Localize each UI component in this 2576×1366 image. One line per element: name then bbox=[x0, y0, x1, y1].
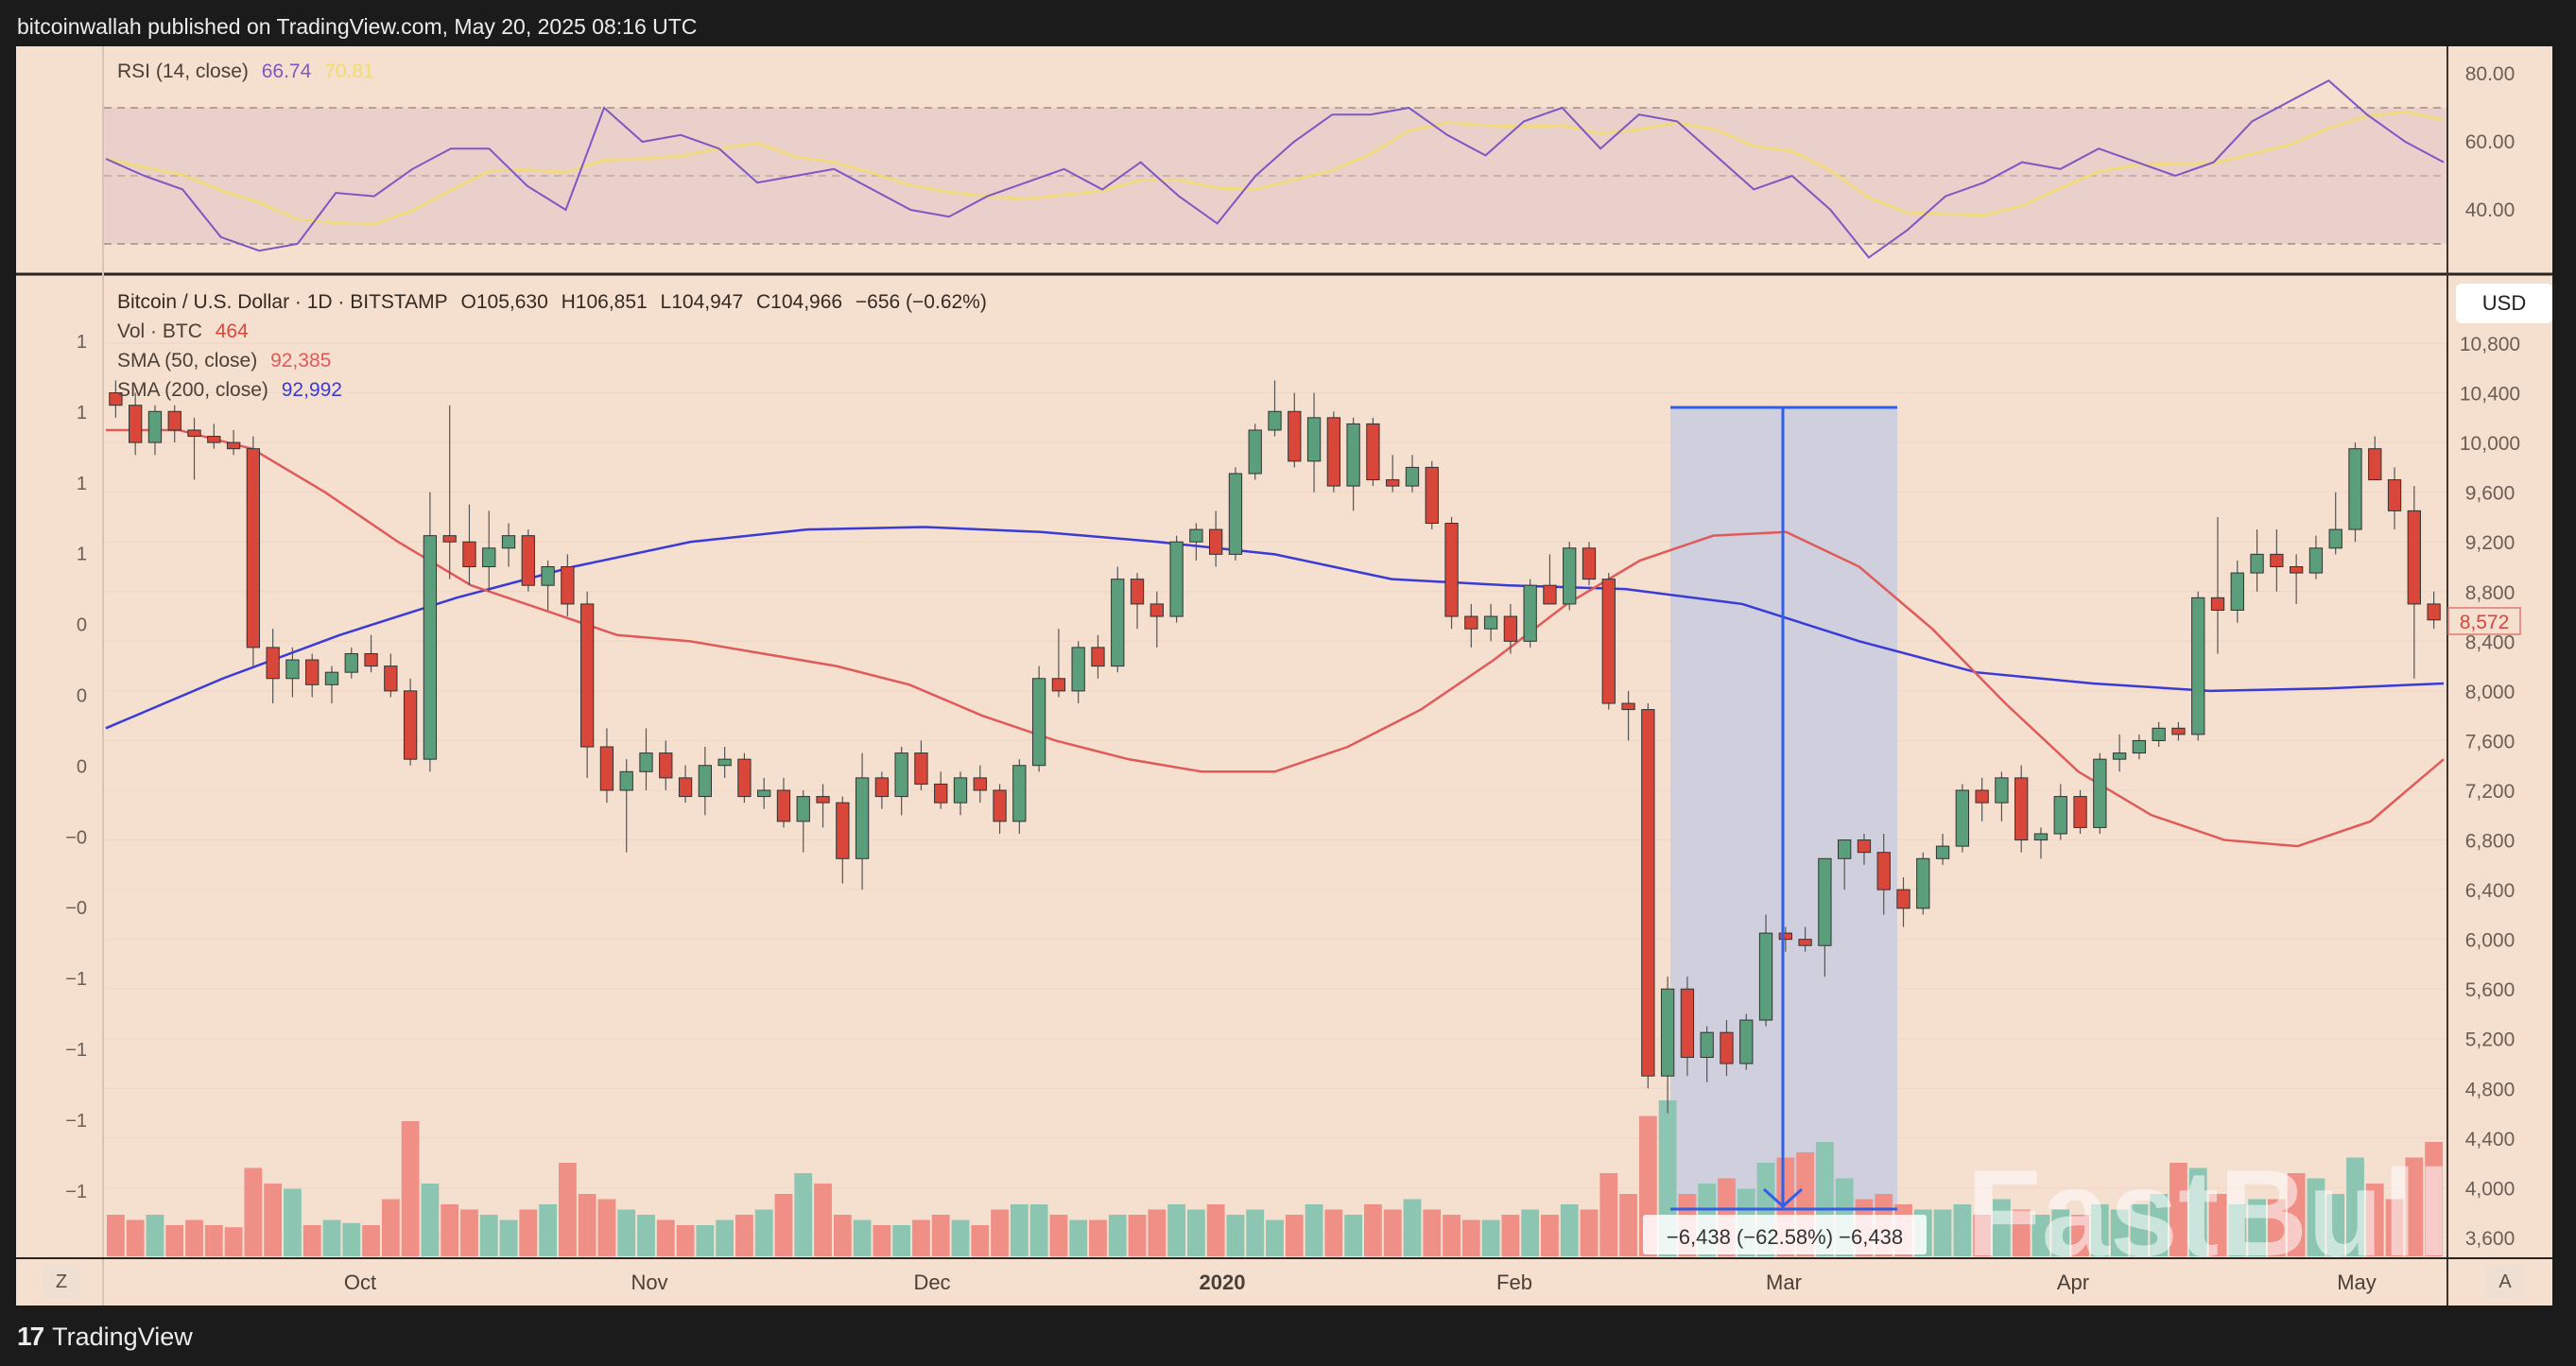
svg-text:4,400: 4,400 bbox=[2465, 1129, 2515, 1150]
moving-averages bbox=[105, 428, 2445, 848]
svg-text:10,800: 10,800 bbox=[2460, 334, 2520, 355]
vol-value: 464 bbox=[215, 320, 249, 342]
sma200-value: 92,992 bbox=[281, 379, 342, 401]
ohlc-change: −656 (−0.62%) bbox=[855, 291, 987, 313]
svg-text:5,600: 5,600 bbox=[2465, 979, 2515, 1001]
auto-scale-button[interactable]: A bbox=[2486, 1265, 2524, 1299]
sma50-value: 92,385 bbox=[270, 350, 332, 372]
rsi-axis[interactable]: 80.00 60.00 40.00 bbox=[2465, 63, 2515, 221]
brand-name: TradingView bbox=[52, 1322, 193, 1351]
svg-text:8,800: 8,800 bbox=[2465, 582, 2515, 604]
svg-text:80.00: 80.00 bbox=[2465, 63, 2515, 85]
svg-text:0: 0 bbox=[77, 686, 87, 707]
rsi-label: RSI (14, close) bbox=[117, 61, 249, 82]
svg-text:Apr: Apr bbox=[2057, 1271, 2089, 1294]
watermark: FastBull bbox=[1966, 1144, 2451, 1282]
last-price-tag: 8,572 bbox=[2460, 612, 2510, 633]
svg-text:1: 1 bbox=[77, 332, 87, 353]
svg-text:−0: −0 bbox=[65, 827, 87, 848]
svg-text:Oct: Oct bbox=[344, 1271, 376, 1294]
svg-text:7,200: 7,200 bbox=[2465, 781, 2515, 803]
ohlc-low: L104,947 bbox=[660, 291, 744, 313]
measure-tool[interactable] bbox=[1670, 406, 1897, 1211]
svg-text:6,000: 6,000 bbox=[2465, 930, 2515, 952]
left-axis[interactable]: 1 1 1 1 0 0 0 −0 −0 −1 −1 −1 −1 bbox=[65, 332, 87, 1202]
currency-button[interactable]: USD bbox=[2456, 284, 2552, 323]
tradingview-logo-icon: 17 bbox=[17, 1322, 44, 1351]
sma200-legend[interactable]: SMA (200, close) 92,992 bbox=[117, 379, 350, 402]
svg-text:9,200: 9,200 bbox=[2465, 532, 2515, 554]
svg-text:−1: −1 bbox=[65, 1040, 87, 1061]
vol-label: Vol · BTC bbox=[117, 320, 202, 342]
svg-text:6,800: 6,800 bbox=[2465, 831, 2515, 853]
svg-text:60.00: 60.00 bbox=[2465, 131, 2515, 153]
ohlc-close: C104,966 bbox=[755, 291, 843, 313]
publish-info: bitcoinwallah published on TradingView.c… bbox=[0, 0, 2576, 45]
svg-text:2020: 2020 bbox=[1200, 1271, 1246, 1294]
svg-text:8,400: 8,400 bbox=[2465, 631, 2515, 653]
svg-text:0: 0 bbox=[77, 615, 87, 636]
zoom-reset-button[interactable]: Z bbox=[43, 1265, 80, 1299]
svg-text:−0: −0 bbox=[65, 898, 87, 919]
ohlc-open: O105,630 bbox=[460, 291, 548, 313]
svg-text:−1: −1 bbox=[65, 1182, 87, 1202]
svg-text:Dec: Dec bbox=[913, 1271, 950, 1294]
svg-text:May: May bbox=[2337, 1271, 2377, 1294]
svg-text:−1: −1 bbox=[65, 969, 87, 990]
symbol-title: Bitcoin / U.S. Dollar · 1D · BITSTAMP bbox=[117, 291, 448, 313]
ohlc-high: H106,851 bbox=[561, 291, 648, 313]
rsi-ma-value: 70.81 bbox=[324, 61, 374, 82]
sma200-label: SMA (200, close) bbox=[117, 379, 268, 401]
symbol-legend[interactable]: Bitcoin / U.S. Dollar · 1D · BITSTAMP O1… bbox=[117, 291, 994, 314]
svg-text:9,600: 9,600 bbox=[2465, 483, 2515, 505]
svg-text:1: 1 bbox=[77, 545, 87, 565]
sma50-label: SMA (50, close) bbox=[117, 350, 258, 372]
svg-text:Feb: Feb bbox=[1496, 1271, 1532, 1294]
measure-label: −6,438 (−62.58%) −6,438 bbox=[1667, 1225, 1903, 1249]
svg-text:Nov: Nov bbox=[631, 1271, 667, 1294]
svg-text:10,400: 10,400 bbox=[2460, 384, 2520, 406]
rsi-legend[interactable]: RSI (14, close) 66.74 70.81 bbox=[117, 61, 382, 83]
svg-text:−1: −1 bbox=[65, 1111, 87, 1132]
svg-text:10,000: 10,000 bbox=[2460, 433, 2520, 455]
svg-text:0: 0 bbox=[77, 756, 87, 777]
candlesticks bbox=[109, 380, 2441, 1114]
time-axis[interactable]: Oct Nov Dec 2020 Feb Mar Apr May bbox=[344, 1271, 2377, 1294]
rsi-value: 66.74 bbox=[261, 61, 312, 82]
svg-text:5,200: 5,200 bbox=[2465, 1029, 2515, 1051]
svg-text:1: 1 bbox=[77, 474, 87, 494]
svg-text:6,400: 6,400 bbox=[2465, 880, 2515, 902]
svg-text:40.00: 40.00 bbox=[2465, 199, 2515, 221]
svg-text:4,800: 4,800 bbox=[2465, 1079, 2515, 1100]
svg-text:Mar: Mar bbox=[1766, 1271, 1802, 1294]
price-axis[interactable]: 10,80010,40010,0009,6009,2008,8008,4008,… bbox=[2460, 334, 2520, 1250]
svg-text:7,600: 7,600 bbox=[2465, 731, 2515, 752]
footer: 17 TradingView bbox=[0, 1307, 2576, 1366]
sma50-legend[interactable]: SMA (50, close) 92,385 bbox=[117, 350, 338, 372]
volume-legend[interactable]: Vol · BTC 464 bbox=[117, 320, 256, 343]
svg-text:8,000: 8,000 bbox=[2465, 682, 2515, 703]
svg-text:1: 1 bbox=[77, 403, 87, 424]
svg-text:4,000: 4,000 bbox=[2465, 1178, 2515, 1200]
svg-text:3,600: 3,600 bbox=[2465, 1228, 2515, 1250]
rsi-series bbox=[105, 78, 2445, 259]
